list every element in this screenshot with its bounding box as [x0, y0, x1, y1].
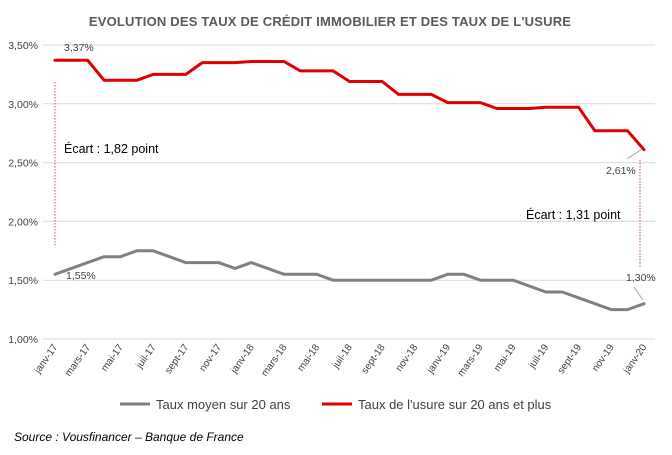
x-tick-label: mai-18 [296, 342, 323, 374]
data-label-moyen-end: 1,30% [626, 272, 656, 284]
legend-label-taux-usure: Taux de l'usure sur 20 ans et plus [358, 397, 552, 412]
gap-lines [54, 82, 641, 268]
y-tick-label: 3,00% [8, 99, 38, 111]
leader-line-moyen-end [633, 286, 644, 301]
data-label-moyen-start: 1,55% [66, 270, 96, 282]
x-tick-label: nov-19 [590, 342, 617, 374]
series-lines [53, 58, 646, 312]
x-tick-label: janv-17 [32, 342, 61, 376]
x-tick-label: mai-17 [99, 342, 126, 374]
grid-lines [43, 44, 655, 340]
series-line-taux-usure [53, 58, 646, 152]
x-tick-label: juil-18 [330, 342, 355, 371]
y-tick-label: 1,00% [8, 334, 38, 346]
series-line-taux-moyen [53, 249, 646, 312]
x-tick-label: janv-19 [425, 342, 454, 376]
x-tick-label: janv-20 [621, 342, 650, 376]
leader-line-usure-end [626, 148, 643, 160]
data-labels: 3,37% 1,55% 2,61% 1,30% [64, 42, 656, 301]
data-label-usure-start: 3,37% [64, 42, 94, 54]
y-tick-label: 3,50% [8, 40, 38, 52]
x-tick-label: juil-19 [526, 342, 551, 371]
y-axis-ticks: 1,00% 1,50% 2,00% 2,50% 3,00% 3,50% [8, 40, 38, 346]
x-tick-label: mars-19 [456, 342, 486, 379]
x-tick-label: sept-19 [556, 342, 584, 376]
x-tick-label: mars-17 [63, 342, 93, 379]
legend: Taux moyen sur 20 ans Taux de l'usure sur… [120, 397, 552, 412]
gap-annotation-start: Écart : 1,82 point [64, 141, 159, 156]
y-tick-label: 2,00% [8, 216, 38, 228]
x-tick-label: sept-18 [360, 342, 388, 376]
chart-title: Evolution des taux de crédit immobilier … [89, 14, 571, 29]
x-tick-label: juil-17 [134, 342, 159, 371]
y-tick-label: 1,50% [8, 275, 38, 287]
data-label-usure-end: 2,61% [606, 165, 636, 177]
x-tick-label: mai-19 [492, 342, 519, 374]
y-tick-label: 2,50% [8, 158, 38, 170]
x-tick-label: mars-18 [259, 342, 289, 379]
gap-annotation-end: Écart : 1,31 point [526, 207, 621, 222]
x-tick-label: janv-18 [228, 342, 257, 376]
x-tick-label: sept-17 [163, 342, 191, 376]
x-tick-label: nov-17 [198, 342, 225, 374]
x-axis-ticks: janv-17 mars-17 mai-17 juil-17 sept-17 nov-17… [32, 342, 650, 379]
x-tick-label: nov-18 [394, 342, 421, 374]
legend-label-taux-moyen: Taux moyen sur 20 ans [156, 397, 291, 412]
source-note: Source : Vousfinancer – Banque de France [14, 430, 244, 444]
